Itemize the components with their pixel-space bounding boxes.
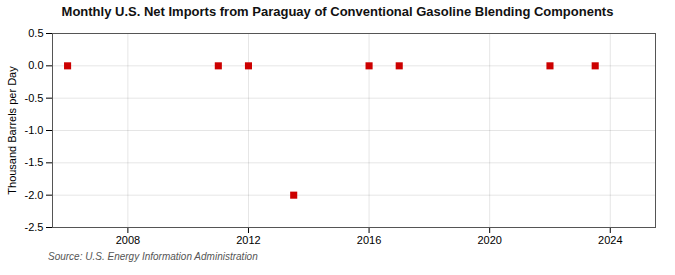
svg-text:2008: 2008: [116, 234, 140, 246]
svg-text:-1.5: -1.5: [25, 156, 44, 168]
svg-text:2012: 2012: [236, 234, 260, 246]
svg-text:-2.5: -2.5: [25, 221, 44, 233]
svg-text:0.5: 0.5: [28, 27, 43, 39]
svg-text:-0.5: -0.5: [25, 92, 44, 104]
svg-text:2020: 2020: [477, 234, 501, 246]
svg-text:-2.0: -2.0: [25, 189, 44, 201]
svg-text:Thousand Barrels per Day: Thousand Barrels per Day: [6, 66, 18, 195]
svg-text:2024: 2024: [598, 234, 622, 246]
svg-text:0.0: 0.0: [28, 59, 43, 71]
html-text:Monthly U.S. Net Imports from: Monthly U.S. Net Imports from Paraguay o…: [61, 4, 614, 19]
html-text:Source: U.S. Energy Informatio: Source: U.S. Energy Information Administ…: [48, 251, 258, 262]
svg-text:-1.0: -1.0: [25, 124, 44, 136]
svg-text:2016: 2016: [357, 234, 381, 246]
